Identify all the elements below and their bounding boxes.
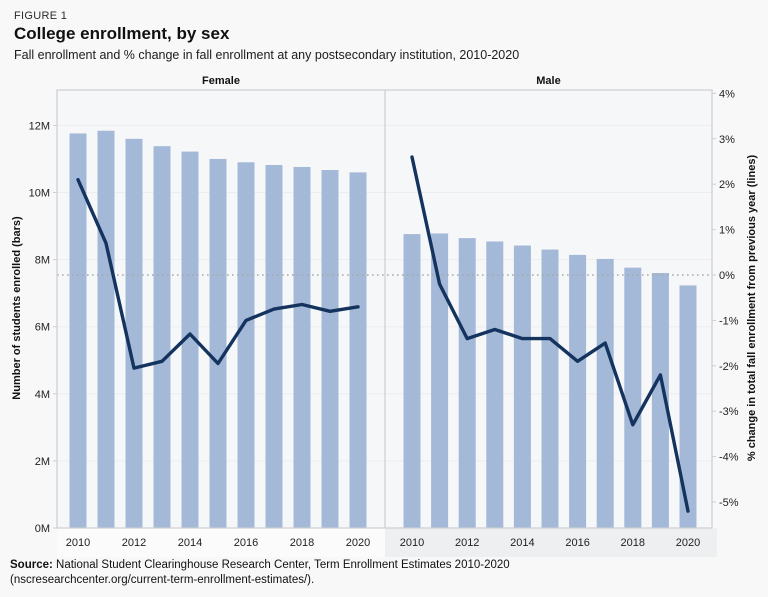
right-tick--5%: -5% — [719, 497, 739, 509]
bar-female-2011 — [97, 130, 115, 528]
pct-change-line-male — [410, 155, 690, 513]
left-tick-12M: 12M — [29, 120, 50, 132]
right-tick-1%: 1% — [719, 225, 735, 237]
x-tick-male-2016: 2016 — [565, 537, 589, 549]
bar-male-2016 — [569, 254, 587, 528]
female-xaxis-strip — [57, 528, 385, 557]
page-subtitle: Fall enrollment and % change in fall enr… — [14, 48, 520, 62]
x-tick-male-2012: 2012 — [455, 537, 479, 549]
left-tick-6M: 6M — [35, 322, 50, 334]
bar-male-2010 — [403, 234, 421, 529]
left-tick-2M: 2M — [35, 456, 50, 468]
left-tick-8M: 8M — [35, 255, 50, 267]
source-text: National Student Clearinghouse Research … — [52, 559, 510, 571]
bar-female-2010 — [69, 133, 87, 528]
x-tick-female-2020: 2020 — [346, 537, 370, 549]
source-line2: (nscresearchcenter.org/current-term-enro… — [10, 573, 315, 586]
right-tick-4%: 4% — [719, 88, 735, 100]
bar-male-2014 — [513, 245, 531, 528]
pct-change-line-female — [76, 177, 360, 370]
x-tick-male-2010: 2010 — [400, 537, 424, 549]
left-tick-10M: 10M — [29, 188, 50, 200]
panel-title-male: Male — [536, 75, 561, 87]
source-note: Source: National Student Clearinghouse R… — [10, 558, 758, 587]
x-tick-male-2018: 2018 — [621, 537, 645, 549]
x-tick-female-2010: 2010 — [66, 537, 90, 549]
figure-label: FIGURE 1 — [14, 10, 68, 22]
right-tick--1%: -1% — [719, 315, 739, 327]
right-tick-3%: 3% — [719, 134, 735, 146]
panel-title-female: Female — [202, 75, 240, 87]
bar-male-2018 — [624, 267, 642, 528]
bar-male-2013 — [486, 241, 504, 528]
right-tick--4%: -4% — [719, 452, 739, 464]
x-tick-female-2018: 2018 — [290, 537, 314, 549]
bar-male-2020 — [679, 285, 697, 528]
right-tick-2%: 2% — [719, 179, 735, 191]
bar-female-2013 — [153, 146, 171, 529]
left-tick-0M: 0M — [35, 523, 50, 535]
right-tick--2%: -2% — [719, 361, 739, 373]
x-tick-female-2016: 2016 — [234, 537, 258, 549]
page-title: College enrollment, by sex — [14, 24, 230, 43]
x-tick-female-2014: 2014 — [178, 537, 202, 549]
left-tick-4M: 4M — [35, 389, 50, 401]
right-tick--3%: -3% — [719, 406, 739, 418]
bar-female-2015 — [209, 158, 227, 528]
bar-male-2017 — [596, 258, 614, 528]
male-xaxis-strip — [385, 528, 717, 557]
bar-female-2019 — [321, 170, 339, 529]
bar-male-2011 — [431, 233, 449, 528]
bar-female-2020 — [349, 172, 367, 528]
source-prefix: Source: — [10, 559, 53, 571]
bar-female-2012 — [125, 138, 143, 528]
source-line1: Source: National Student Clearinghouse R… — [10, 558, 758, 573]
x-tick-male-2020: 2020 — [676, 537, 700, 549]
x-tick-female-2012: 2012 — [122, 537, 146, 549]
bar-female-2014 — [181, 151, 199, 528]
bar-female-2017 — [265, 164, 283, 528]
x-tick-male-2014: 2014 — [510, 537, 534, 549]
bar-male-2015 — [541, 249, 559, 528]
bar-male-2019 — [651, 273, 669, 528]
right-tick-0%: 0% — [719, 270, 735, 282]
bar-female-2016 — [237, 162, 255, 528]
bar-male-2012 — [458, 238, 476, 529]
bar-female-2018 — [293, 167, 311, 528]
